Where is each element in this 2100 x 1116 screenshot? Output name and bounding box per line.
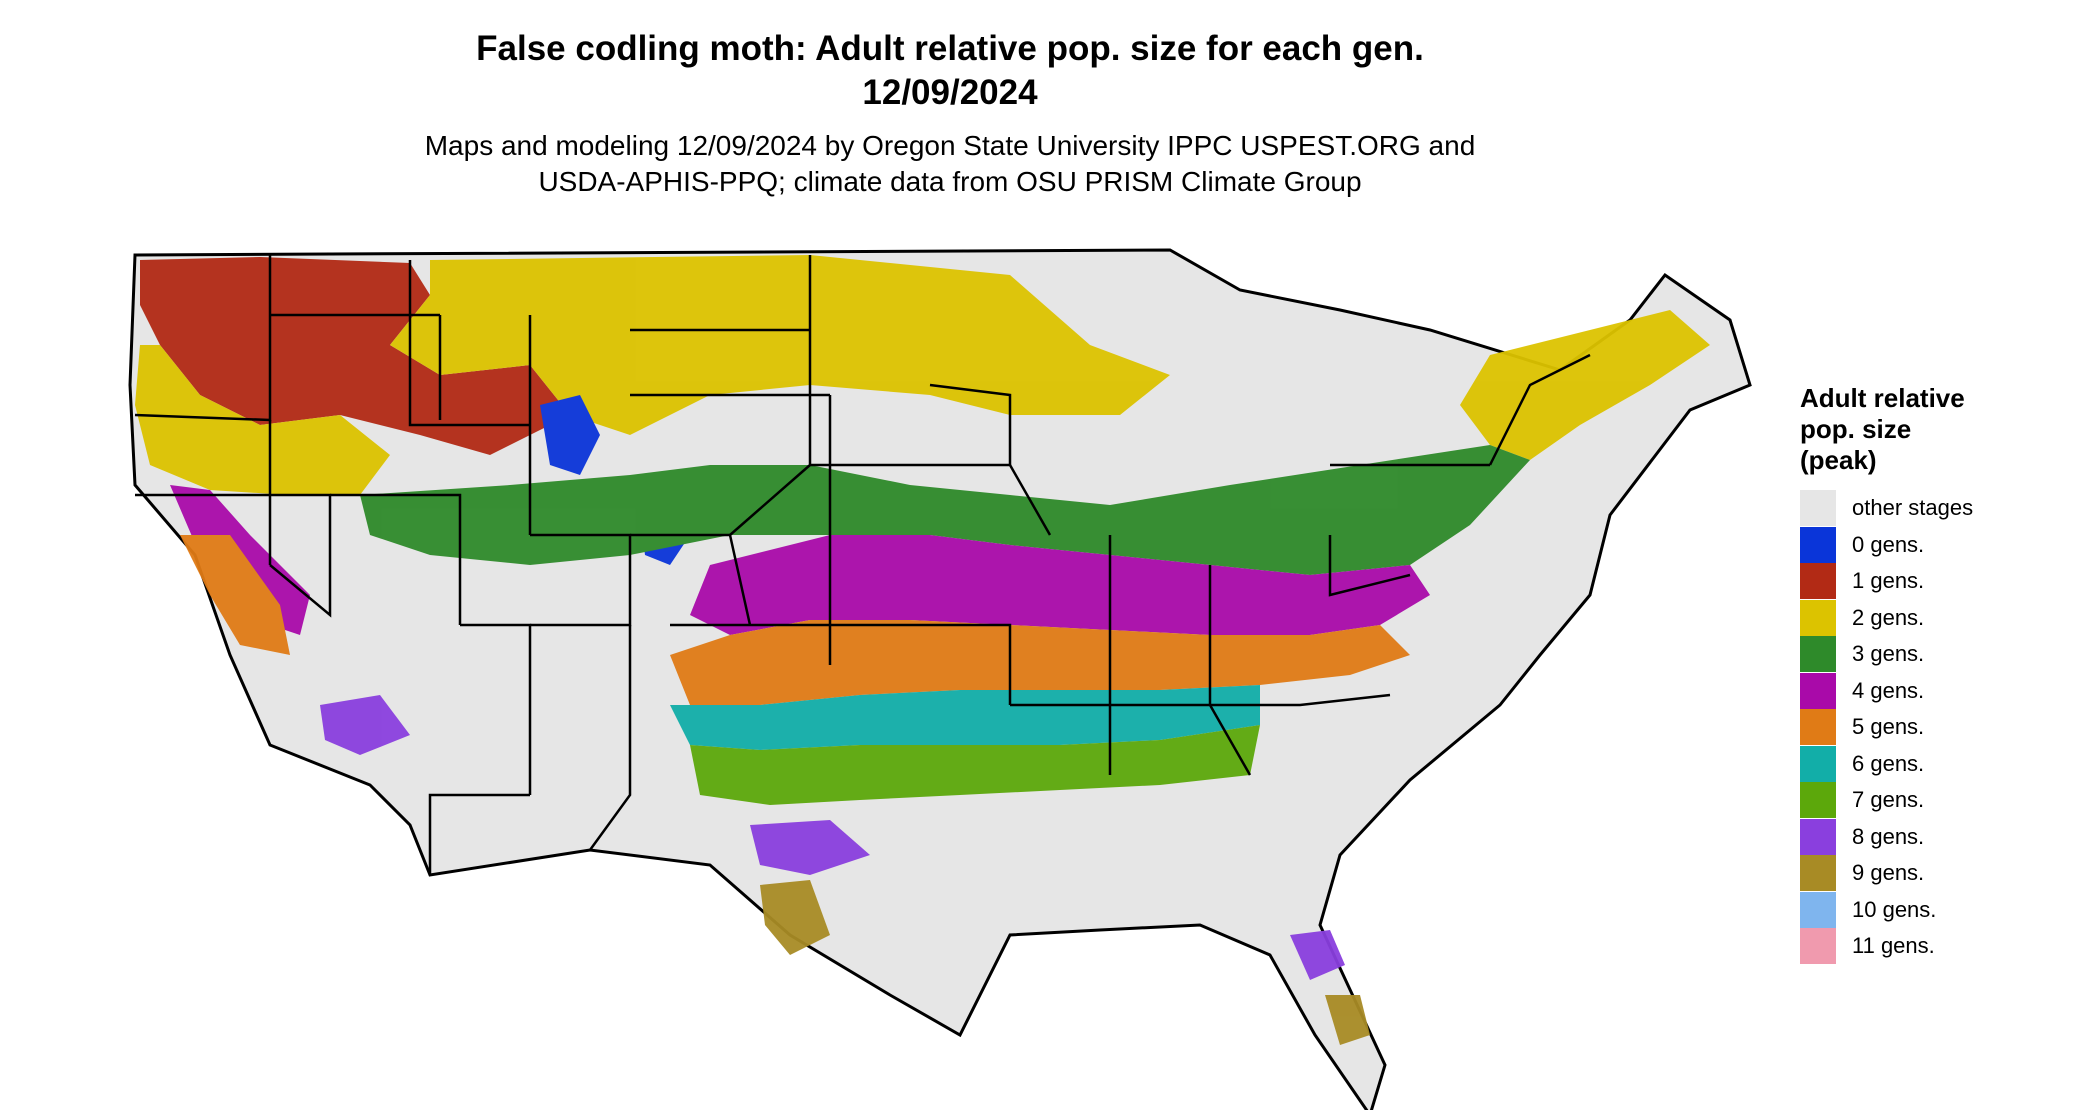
legend-item: 8 gens. xyxy=(1800,818,2090,856)
map-title: False codling moth: Adult relative pop. … xyxy=(476,29,1424,68)
legend-item: 4 gens. xyxy=(1800,672,2090,710)
legend-swatch xyxy=(1800,928,1836,965)
band-5-gen-ca xyxy=(180,535,290,655)
band-3-gen xyxy=(360,445,1530,575)
legend-swatch xyxy=(1800,855,1836,892)
band-7-gen xyxy=(690,725,1260,805)
legend-label: 10 gens. xyxy=(1852,896,1937,922)
band-9-gen-tx xyxy=(760,880,830,955)
legend-swatch xyxy=(1800,672,1836,709)
legend-label: other stages xyxy=(1852,495,1974,521)
legend-label: 9 gens. xyxy=(1852,860,1925,886)
legend-title-line-3: (peak) xyxy=(1800,445,1877,475)
band-8-gen-az xyxy=(320,695,410,755)
band-2-gen-northeast xyxy=(1460,310,1710,460)
band-0-gen-wy xyxy=(540,395,600,475)
legend-label: 4 gens. xyxy=(1852,677,1925,703)
legend-label: 11 gens. xyxy=(1852,933,1935,959)
legend-swatch xyxy=(1800,526,1836,563)
legend-item: 0 gens. xyxy=(1800,526,2090,564)
legend-title-line-2: pop. size xyxy=(1800,414,1912,444)
band-5-gen xyxy=(670,620,1410,705)
legend-label: 8 gens. xyxy=(1852,823,1925,849)
band-6-gen xyxy=(670,685,1260,750)
us-map xyxy=(110,235,1790,1110)
legend-title-line-1: Adult relative xyxy=(1800,383,1965,413)
legend-item: 10 gens. xyxy=(1800,891,2090,929)
map-credit-line-2: USDA-APHIS-PPQ; climate data from OSU PR… xyxy=(538,166,1362,197)
legend: Adult relative pop. size (peak) other st… xyxy=(1800,383,2090,965)
legend-item: 9 gens. xyxy=(1800,855,2090,892)
band-9-gen-fl xyxy=(1325,995,1370,1045)
legend-swatch xyxy=(1800,818,1836,855)
legend-label: 7 gens. xyxy=(1852,787,1925,813)
legend-label: 2 gens. xyxy=(1852,604,1925,630)
band-8-gen xyxy=(750,820,870,875)
legend-item: 3 gens. xyxy=(1800,636,2090,673)
legend-swatch xyxy=(1800,709,1836,746)
band-2-gen-west xyxy=(135,345,390,495)
legend-item: 6 gens. xyxy=(1800,745,2090,783)
band-8-gen-fl xyxy=(1290,930,1345,980)
legend-swatch xyxy=(1800,563,1836,600)
legend-label: 6 gens. xyxy=(1852,750,1925,776)
legend-swatch xyxy=(1800,745,1836,782)
legend-label: 1 gens. xyxy=(1852,568,1925,594)
legend-item: 11 gens. xyxy=(1800,928,2090,965)
legend-item: 2 gens. xyxy=(1800,599,2090,637)
legend-item: 7 gens. xyxy=(1800,782,2090,819)
legend-item: 5 gens. xyxy=(1800,709,2090,746)
legend-label: 5 gens. xyxy=(1852,714,1925,740)
legend-item: other stages xyxy=(1800,490,2090,527)
state-boundaries xyxy=(134,255,1591,875)
legend-label: 0 gens. xyxy=(1852,531,1925,557)
map-date: 12/09/2024 xyxy=(862,73,1038,112)
legend-swatch xyxy=(1800,636,1836,673)
legend-title: Adult relative pop. size (peak) xyxy=(1800,383,2090,476)
legend-item: 1 gens. xyxy=(1800,563,2090,600)
band-4-gen xyxy=(690,535,1430,635)
legend-swatch xyxy=(1800,599,1836,636)
legend-items: other stages 0 gens. 1 gens. 2 gens. 3 gens.… xyxy=(1800,490,2090,965)
band-1-gen xyxy=(140,257,570,455)
legend-swatch xyxy=(1800,782,1836,819)
legend-swatch xyxy=(1800,490,1836,527)
legend-label: 3 gens. xyxy=(1852,641,1925,667)
map-credit-line-1: Maps and modeling 12/09/2024 by Oregon S… xyxy=(424,130,1476,161)
legend-swatch xyxy=(1800,891,1836,928)
